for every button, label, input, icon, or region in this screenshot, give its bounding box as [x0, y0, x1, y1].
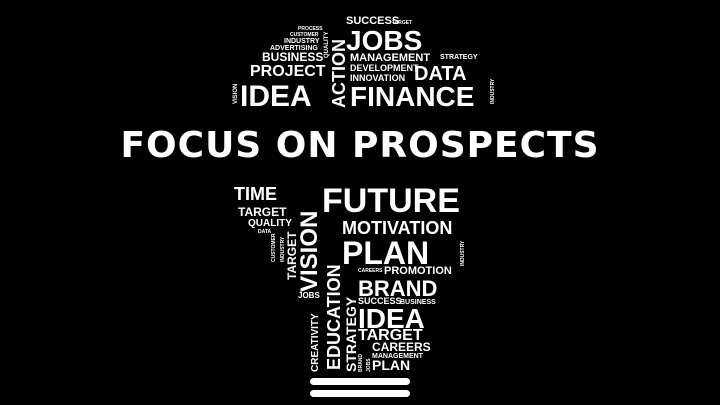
cloud-word: VISION [233, 84, 239, 104]
cloud-word: JOBS [346, 25, 422, 56]
cloud-word: JOBS [366, 358, 372, 372]
cloud-word: TARGET [358, 327, 423, 344]
cloud-word: STRATEGY [343, 296, 359, 372]
cloud-word: JOBS [298, 291, 320, 300]
cloud-word: MANAGEMENT [372, 353, 424, 360]
cloud-word: BRAND [358, 354, 364, 372]
bulb-base-bar [310, 390, 410, 397]
cloud-word: TARGET [392, 20, 412, 26]
cloud-word: BUSINESS [400, 299, 436, 306]
cloud-word: STRATEGY [440, 54, 478, 61]
bulb-base-bar [310, 378, 410, 385]
cloud-word: FINANCE [350, 81, 474, 112]
cloud-word: DEVELOPMENT [350, 63, 419, 73]
headline: FOCUS ON PROSPECTS [120, 125, 600, 166]
cloud-word: EDUCATION [324, 264, 344, 370]
cloud-word: TARGET [238, 205, 287, 219]
cloud-word: TARGET [285, 231, 299, 280]
cloud-word: BRAND [358, 276, 437, 301]
cloud-word: ACTION [329, 39, 349, 108]
cloud-word: IDEA [358, 303, 425, 334]
cloud-word: PROCESS [298, 26, 323, 32]
cloud-word: MOTIVATION [342, 218, 452, 238]
cloud-word: PROMOTION [384, 265, 452, 277]
cloud-word: QUALITY [248, 218, 292, 229]
cloud-word: INDUSTRY [460, 240, 466, 266]
bottom-word-cloud: TIME FUTURE TARGET QUALITY DATA CUSTOMER… [234, 182, 466, 373]
cloud-word: ADVERTISING [270, 45, 318, 52]
cloud-word: DATA [258, 229, 272, 235]
cloud-word: CREATIVITY [310, 313, 321, 372]
cloud-word: BUSINESS [262, 50, 323, 64]
cloud-word: MANAGEMENT [350, 52, 430, 64]
cloud-word: CAREERS [372, 340, 431, 354]
cloud-word: PLAN [372, 357, 410, 373]
bulb-base [310, 378, 410, 397]
cloud-word: PROJECT [250, 63, 326, 80]
cloud-word: INNOVATION [350, 73, 405, 83]
cloud-word: VISION [296, 211, 323, 292]
cloud-word: INDUSTRY [284, 38, 320, 45]
cloud-word: IDEA [240, 80, 312, 113]
cloud-word: INDUSTRY [280, 236, 286, 262]
cloud-word: CUSTOMER [290, 32, 319, 38]
cloud-word: CAREERS [358, 268, 383, 274]
cloud-word: SUCCESS [358, 296, 402, 306]
cloud-word: PLAN [342, 235, 429, 271]
cloud-word: CUSTOMER [271, 233, 277, 262]
cloud-word: DATA [414, 63, 467, 85]
cloud-word: QUALITY [324, 32, 330, 58]
cloud-word: SUCCESS [346, 15, 399, 27]
cloud-word: FUTURE [322, 182, 460, 220]
cloud-word: INDUSTRY [490, 78, 496, 104]
cloud-word: TIME [234, 184, 277, 204]
top-word-cloud: SUCCESS TARGET JOBS QUALITY PROCESS CUST… [233, 15, 496, 113]
